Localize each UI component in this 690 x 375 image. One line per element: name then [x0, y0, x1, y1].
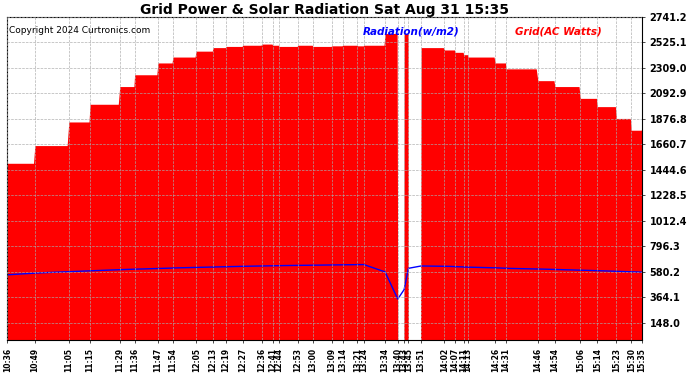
- Text: Grid(AC Watts): Grid(AC Watts): [515, 27, 602, 36]
- Text: Radiation(w/m2): Radiation(w/m2): [363, 27, 460, 36]
- Title: Grid Power & Solar Radiation Sat Aug 31 15:35: Grid Power & Solar Radiation Sat Aug 31 …: [140, 3, 509, 17]
- Text: Copyright 2024 Curtronics.com: Copyright 2024 Curtronics.com: [8, 27, 150, 36]
